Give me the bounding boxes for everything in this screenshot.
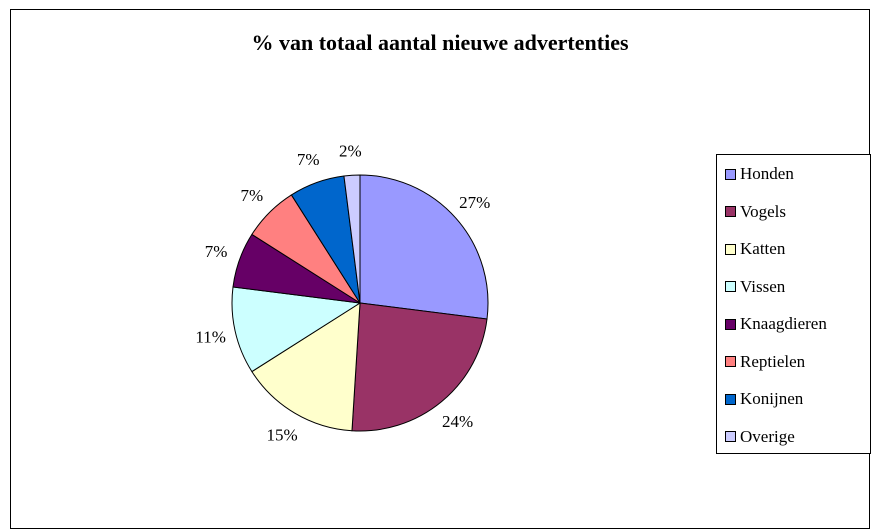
legend-item-vissen: Vissen	[725, 276, 785, 298]
legend-item-reptielen: Reptielen	[725, 351, 805, 373]
legend-label: Overige	[740, 426, 795, 446]
legend-swatch	[725, 431, 736, 442]
legend-swatch	[725, 243, 736, 255]
data-label-overige: 2%	[339, 141, 362, 160]
legend-item-konijnen: Konijnen	[725, 388, 803, 410]
data-label-reptielen: 7%	[240, 186, 263, 205]
legend-swatch	[725, 281, 736, 292]
legend-label: Knaagdieren	[740, 314, 827, 333]
data-label-vogels: 24%	[442, 412, 473, 431]
legend-item-katten: Katten	[725, 238, 785, 260]
legend-swatch	[725, 168, 736, 180]
data-label-honden: 27%	[459, 193, 490, 212]
legend-label: Vogels	[740, 201, 786, 221]
legend-item-vogels: Vogels	[725, 201, 786, 223]
data-label-vissen: 11%	[195, 327, 226, 346]
pie-slice-overige	[343, 174, 361, 304]
legend-label: Katten	[740, 239, 786, 258]
legend-swatch	[725, 206, 736, 217]
data-label-katten: 15%	[267, 426, 298, 445]
legend-label: Reptielen	[740, 351, 806, 371]
data-label-knaagdieren: 7%	[205, 242, 228, 261]
legend-item-honden: Honden	[725, 163, 794, 185]
pie-slice-vissen	[231, 286, 362, 373]
legend-swatch	[725, 393, 736, 405]
legend-label: Konijnen	[740, 389, 804, 408]
legend-label: Vissen	[740, 276, 786, 296]
chart-title: % van totaal aantal nieuwe advertenties	[251, 30, 629, 55]
legend-item-overige: Overige	[725, 426, 795, 448]
legend-swatch	[725, 318, 736, 330]
chart-legend: Honden Vogels Katten Vissen Knaagdieren Repti…	[716, 154, 871, 454]
data-label-konijnen: 7%	[297, 150, 320, 169]
legend-item-knaagdieren: Knaagdieren	[725, 313, 827, 335]
pie-slice-honden	[359, 174, 489, 320]
legend-swatch	[725, 356, 736, 367]
pie-chart: 27% 24% 15% 11% 7% 7% 7% 2%	[195, 141, 490, 445]
pie-slice-katten	[251, 302, 361, 432]
pie-slice-vogels	[351, 302, 488, 432]
legend-label: Honden	[740, 164, 794, 183]
